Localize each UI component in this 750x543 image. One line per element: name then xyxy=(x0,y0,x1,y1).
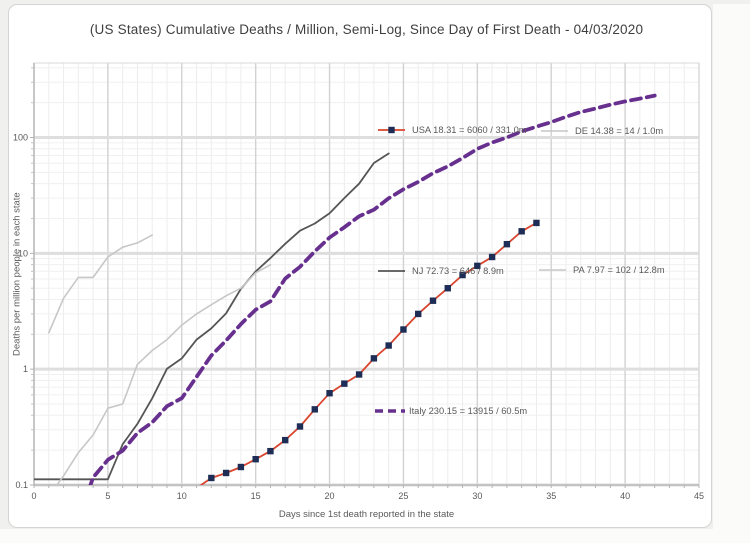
series-label-text: NJ 72.73 = 646 / 8.9m xyxy=(412,266,504,276)
series-markers-usa xyxy=(208,219,540,482)
data-point-marker xyxy=(267,447,274,455)
series-line-de xyxy=(47,234,153,334)
series-line-usa xyxy=(199,221,538,485)
data-point-marker xyxy=(252,456,259,463)
series-label-pa: PA 7.97 = 102 / 12.8m xyxy=(539,265,665,275)
data-point-marker xyxy=(415,310,422,318)
data-point-marker xyxy=(444,285,451,292)
y-tick-label: 0.1 xyxy=(15,480,28,490)
data-point-marker xyxy=(222,469,230,477)
series-de xyxy=(47,234,153,334)
series-label-text: DE 14.38 = 14 / 1.0m xyxy=(575,126,663,136)
chart-title: (US States) Cumulative Deaths / Million,… xyxy=(89,22,644,37)
x-tick-label: 20 xyxy=(325,491,335,501)
chart-panel: (US States) Cumulative Deaths / Million,… xyxy=(8,4,712,528)
data-point-marker xyxy=(474,262,481,270)
data-point-marker xyxy=(311,406,318,413)
data-point-marker xyxy=(459,271,466,279)
series-italy xyxy=(88,93,657,485)
data-point-marker xyxy=(370,355,378,362)
x-tick-label: 0 xyxy=(31,491,36,501)
x-tick-label: 35 xyxy=(546,491,556,501)
data-point-marker xyxy=(533,219,540,227)
spreadsheet-background-bottom xyxy=(0,529,713,543)
series-pa xyxy=(55,263,272,485)
series-label-de: DE 14.38 = 14 / 1.0m xyxy=(541,126,663,136)
x-tick-labels: 0 5 10 15 20 25 30 35 40 45 xyxy=(31,491,704,501)
series-label-text: PA 7.97 = 102 / 12.8m xyxy=(573,265,665,275)
series-label-usa: USA 18.31 = 6060 / 331.0m xyxy=(378,125,527,135)
x-axis-title: Days since 1st death reported in the sta… xyxy=(278,509,455,520)
data-point-marker xyxy=(296,423,304,430)
axis-ticks xyxy=(30,67,700,488)
x-tick-label: 10 xyxy=(177,491,187,501)
x-tick-label: 40 xyxy=(620,491,630,501)
data-point-marker xyxy=(208,474,215,482)
y-tick-labels: 0.1 1 10 100 xyxy=(13,133,28,490)
legend-marker-sample xyxy=(388,126,395,134)
data-point-marker xyxy=(237,463,245,471)
data-point-marker xyxy=(503,240,511,248)
data-point-marker xyxy=(341,380,348,387)
data-point-marker xyxy=(282,436,289,444)
series-label-nj: NJ 72.73 = 646 / 8.9m xyxy=(378,266,504,276)
data-point-marker xyxy=(385,342,392,349)
data-point-marker xyxy=(429,297,437,304)
data-point-marker xyxy=(488,253,496,261)
series-line-pa xyxy=(55,263,272,485)
series-label-text: USA 18.31 = 6060 / 331.0m xyxy=(412,125,527,135)
series-usa xyxy=(199,221,538,485)
y-tick-label: 1 xyxy=(23,364,28,374)
y-tick-label: 10 xyxy=(18,248,28,258)
x-tick-label: 45 xyxy=(694,491,704,501)
series-label-text: Italy 230.15 = 13915 / 60.5m xyxy=(409,406,527,416)
spreadsheet-background-right xyxy=(713,4,750,543)
x-tick-label: 30 xyxy=(472,491,482,501)
y-tick-label: 100 xyxy=(13,133,28,143)
series-label-italy: Italy 230.15 = 13915 / 60.5m xyxy=(375,406,527,416)
plot-area: 0 5 10 15 20 25 30 35 40 45 0.1 1 10 100 USA 18.31 = 6… xyxy=(13,62,704,501)
data-point-marker xyxy=(355,371,363,378)
data-point-marker xyxy=(518,228,525,235)
x-tick-label: 5 xyxy=(105,491,110,501)
series-line-italy xyxy=(88,93,657,485)
x-tick-label: 15 xyxy=(251,491,261,501)
data-point-marker xyxy=(400,326,407,333)
data-point-marker xyxy=(326,390,333,397)
x-tick-label: 25 xyxy=(398,491,408,501)
